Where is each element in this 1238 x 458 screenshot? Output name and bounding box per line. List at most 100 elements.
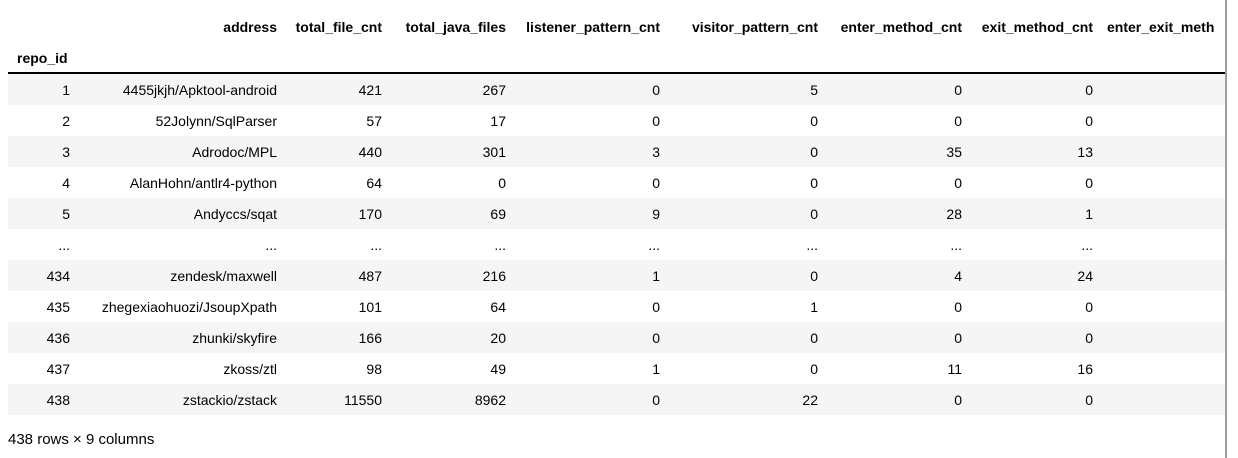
table-cell: ...: [648, 236, 660, 253]
column-header-total_file_cnt: total_file_cnt: [295, 19, 382, 35]
table-cell: 0: [810, 112, 818, 129]
table-cell: 0: [652, 81, 660, 98]
table-cell: ...: [806, 236, 818, 253]
table-cell: zhegexiaohuozi/JsoupXpath: [101, 298, 277, 315]
table-cell: 11: [947, 360, 962, 377]
table-cell: 0: [1085, 391, 1093, 408]
dataframe-viewport: address total_file_cnt total_java_files lis…: [8, 10, 1225, 415]
table-cell: 22: [802, 391, 818, 408]
table-cell: 0: [652, 298, 660, 315]
table-cell: 4455jkjh/Apktool-android: [122, 81, 277, 98]
table-cell: zendesk/maxwell: [170, 267, 277, 284]
column-header-visitor_pattern_cnt: visitor_pattern_cnt: [691, 19, 818, 35]
table-row: 437 zkoss/ztl 98 49 1 0 11 16: [8, 353, 1225, 384]
table-cell: 13: [1077, 143, 1093, 160]
table-cell: 49: [490, 360, 506, 377]
table-cell: 24: [1077, 267, 1093, 284]
table-cell: 267: [482, 81, 506, 98]
table-cell: Andyccs/sqat: [193, 205, 277, 222]
table-cell: 1: [1085, 205, 1093, 222]
table-cell: 440: [358, 143, 382, 160]
table-cell: 16: [1077, 360, 1093, 377]
table-cell: ...: [1081, 236, 1093, 253]
table-cell: [1093, 198, 1225, 229]
table-cell: [1093, 136, 1225, 167]
table-cell: 17: [490, 112, 506, 129]
table-cell: [1093, 105, 1225, 136]
table-header: address total_file_cnt total_java_files lis…: [8, 10, 1225, 74]
table-cell: 216: [482, 267, 506, 284]
table-cell: [1093, 353, 1225, 384]
table-row: 1 4455jkjh/Apktool-android 421 267 0 5 0 0: [8, 73, 1225, 105]
table-row: 4 AlanHohn/antlr4-python 64 0 0 0 0 0: [8, 167, 1225, 198]
table-cell: 0: [652, 329, 660, 346]
row-index: 436: [46, 329, 70, 346]
table-cell: 11550: [344, 391, 382, 408]
table-cell: 8962: [474, 391, 506, 408]
table-cell: 0: [954, 298, 962, 315]
column-header-listener_pattern_cnt: listener_pattern_cnt: [526, 19, 660, 35]
table-cell: 35: [946, 143, 962, 160]
row-index: 2: [62, 112, 70, 129]
table-row: 435 zhegexiaohuozi/JsoupXpath 101 64 0 1 0 0: [8, 291, 1225, 322]
table-cell: 421: [358, 81, 382, 98]
table-cell: 98: [366, 360, 382, 377]
table-cell: 3: [652, 143, 660, 160]
table-cell: 57: [366, 112, 382, 129]
table-cell: 0: [810, 205, 818, 222]
row-index: 435: [46, 298, 70, 315]
table-cell: ...: [265, 236, 277, 253]
table-cell: 1: [652, 267, 660, 284]
column-header-address: address: [223, 19, 277, 35]
row-index: 4: [62, 174, 70, 191]
table-cell: 0: [652, 112, 660, 129]
table-cell: 0: [498, 174, 506, 191]
header-row-index: repo_id: [8, 44, 1225, 74]
table-row: 438 zstackio/zstack 11550 8962 0 22 0 0: [8, 384, 1225, 415]
table-cell: 170: [358, 205, 382, 222]
table-cell: ...: [370, 236, 382, 253]
table-cell: 0: [652, 391, 660, 408]
table-cell: 0: [652, 174, 660, 191]
column-header-exit_method_cnt: exit_method_cnt: [981, 19, 1093, 35]
table-cell: 52Jolynn/SqlParser: [155, 112, 277, 129]
table-cell: zkoss/ztl: [223, 360, 277, 377]
row-index: ...: [58, 236, 70, 253]
table-row: 436 zhunki/skyfire 166 20 0 0 0 0: [8, 322, 1225, 353]
row-index: 5: [62, 205, 70, 222]
table-cell: 0: [954, 112, 962, 129]
table-cell: 0: [1085, 329, 1093, 346]
table-cell: ...: [950, 236, 962, 253]
table-body: 1 4455jkjh/Apktool-android 421 267 0 5 0 0 2 52Jo…: [8, 73, 1225, 415]
table-summary: 438 rows × 9 columns: [8, 431, 155, 448]
table-cell: 0: [810, 143, 818, 160]
table-cell: 0: [954, 329, 962, 346]
row-index: 3: [62, 143, 70, 160]
table-row: 3 Adrodoc/MPL 440 301 3 0 35 13: [8, 136, 1225, 167]
table-cell: 0: [1085, 174, 1093, 191]
row-index: 437: [46, 360, 70, 377]
dataframe-table: address total_file_cnt total_java_files lis…: [8, 10, 1225, 415]
table-cell: 301: [482, 143, 506, 160]
index-name-label: repo_id: [8, 44, 70, 74]
table-cell: AlanHohn/antlr4-python: [129, 174, 277, 191]
index-row-filler: [70, 44, 1225, 74]
column-header-enter_method_cnt: enter_method_cnt: [840, 19, 962, 35]
output-area-divider: [1225, 0, 1227, 458]
column-header-total_java_files: total_java_files: [405, 19, 506, 35]
table-cell: zhunki/skyfire: [192, 329, 277, 346]
table-row: ........................: [8, 229, 1225, 260]
table-row: 434 zendesk/maxwell 487 216 1 0 4 24: [8, 260, 1225, 291]
table-cell: 28: [946, 205, 962, 222]
table-cell: 0: [810, 360, 818, 377]
column-header-enter_exit_meth: enter_exit_meth: [1107, 19, 1215, 35]
table-cell: 69: [490, 205, 506, 222]
table-cell: 64: [366, 174, 382, 191]
table-row: 2 52Jolynn/SqlParser 57 17 0 0 0 0: [8, 105, 1225, 136]
table-cell: 0: [1085, 81, 1093, 98]
table-row: 5 Andyccs/sqat 170 69 9 0 28 1: [8, 198, 1225, 229]
table-cell: Adrodoc/MPL: [192, 143, 277, 160]
header-row-columns: address total_file_cnt total_java_files lis…: [8, 10, 1225, 44]
table-cell: [1093, 260, 1225, 291]
